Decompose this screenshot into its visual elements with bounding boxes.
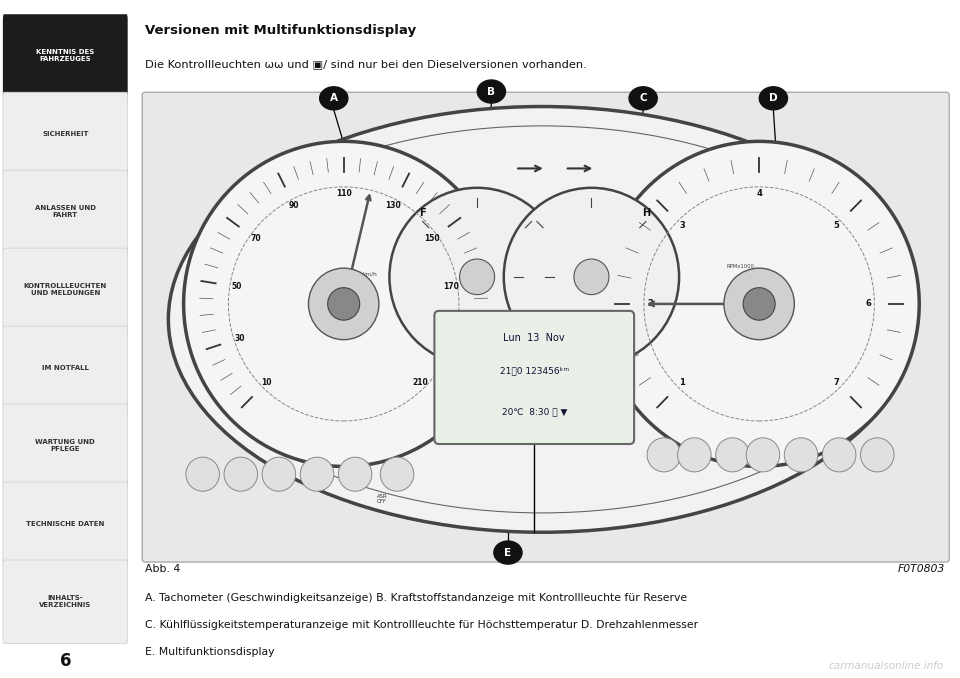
Text: 3: 3 xyxy=(680,221,685,231)
Text: E: E xyxy=(504,548,512,557)
Text: 110: 110 xyxy=(336,189,351,198)
Text: 210: 210 xyxy=(413,378,428,386)
Text: KENNTNIS DES
FAHRZEUGES: KENNTNIS DES FAHRZEUGES xyxy=(36,49,94,62)
Circle shape xyxy=(183,142,504,466)
Text: TECHNISCHE DATEN: TECHNISCHE DATEN xyxy=(26,521,105,527)
Text: Die Kontrollleuchten ωω und ▣∕ sind nur bei den Dieselversionen vorhanden.: Die Kontrollleuchten ωω und ▣∕ sind nur … xyxy=(146,60,588,70)
Text: Versionen mit Multifunktionsdisplay: Versionen mit Multifunktionsdisplay xyxy=(146,24,417,37)
Text: E: E xyxy=(452,327,459,337)
Text: KONTROLLLEUCHTEN
UND MELDUNGEN: KONTROLLLEUCHTEN UND MELDUNGEN xyxy=(24,283,107,296)
Text: 50: 50 xyxy=(231,282,241,291)
Text: C: C xyxy=(610,327,617,337)
Text: Abb. 4: Abb. 4 xyxy=(146,564,180,574)
Text: WARTUNG UND
PFLEGE: WARTUNG UND PFLEGE xyxy=(36,439,95,452)
Text: 2: 2 xyxy=(647,300,653,308)
Circle shape xyxy=(784,438,818,472)
FancyBboxPatch shape xyxy=(3,560,128,643)
Circle shape xyxy=(574,259,609,295)
FancyBboxPatch shape xyxy=(3,482,128,565)
Text: INHALTS-
VERZEICHNIS: INHALTS- VERZEICHNIS xyxy=(39,595,91,608)
Text: H: H xyxy=(641,207,650,218)
Circle shape xyxy=(716,438,749,472)
Circle shape xyxy=(860,438,894,472)
Text: 20℃  8:30 Ⓢ ▼: 20℃ 8:30 Ⓢ ▼ xyxy=(501,407,567,416)
Circle shape xyxy=(300,457,334,492)
FancyBboxPatch shape xyxy=(3,248,128,332)
Text: 4: 4 xyxy=(756,189,762,198)
Circle shape xyxy=(678,438,711,472)
Text: F0T0803: F0T0803 xyxy=(898,564,945,574)
Circle shape xyxy=(460,259,494,295)
Text: 170: 170 xyxy=(444,282,459,291)
Text: 1: 1 xyxy=(680,378,685,386)
Text: 5: 5 xyxy=(833,221,839,231)
FancyBboxPatch shape xyxy=(3,326,128,410)
Circle shape xyxy=(823,438,856,472)
Text: 6: 6 xyxy=(865,300,871,308)
Circle shape xyxy=(477,80,506,103)
Text: IM NOTFALL: IM NOTFALL xyxy=(42,365,88,371)
Text: 130: 130 xyxy=(385,201,401,210)
Circle shape xyxy=(743,287,775,320)
Text: 6: 6 xyxy=(60,652,71,670)
Text: 7: 7 xyxy=(833,378,839,386)
Text: 30: 30 xyxy=(235,334,246,342)
FancyBboxPatch shape xyxy=(142,92,949,562)
Text: C. Kühlflüssigkeitstemperaturanzeige mit Kontrollleuchte für Höchsttemperatur D.: C. Kühlflüssigkeitstemperaturanzeige mit… xyxy=(146,620,699,630)
Text: 190: 190 xyxy=(440,334,455,342)
FancyBboxPatch shape xyxy=(3,92,128,176)
Text: E. Multifunktionsdisplay: E. Multifunktionsdisplay xyxy=(146,647,275,657)
Text: SICHERHEIT: SICHERHEIT xyxy=(42,131,88,137)
FancyBboxPatch shape xyxy=(3,170,128,254)
Text: F: F xyxy=(420,207,426,218)
Circle shape xyxy=(759,87,787,110)
Circle shape xyxy=(724,268,794,340)
Circle shape xyxy=(338,457,372,492)
Circle shape xyxy=(504,188,679,366)
Text: A. Tachometer (Geschwindigkeitsanzeige) B. Kraftstoffstandanzeige mit Kontrollle: A. Tachometer (Geschwindigkeitsanzeige) … xyxy=(146,593,687,603)
Text: 70: 70 xyxy=(251,235,261,243)
Circle shape xyxy=(380,457,414,492)
FancyBboxPatch shape xyxy=(3,404,128,487)
Text: RPMx1000: RPMx1000 xyxy=(726,264,754,269)
Text: ASR
OFF: ASR OFF xyxy=(376,494,387,504)
Text: 21␹0 123456ᵏᵐ: 21␹0 123456ᵏᵐ xyxy=(500,367,569,376)
Text: 150: 150 xyxy=(424,235,440,243)
FancyBboxPatch shape xyxy=(3,14,128,98)
Circle shape xyxy=(320,87,348,110)
FancyBboxPatch shape xyxy=(434,311,635,444)
Circle shape xyxy=(493,541,522,564)
Text: Lun  13  Nov: Lun 13 Nov xyxy=(503,333,565,343)
Ellipse shape xyxy=(168,106,916,532)
Circle shape xyxy=(390,188,564,366)
Circle shape xyxy=(746,438,780,472)
Text: km/h: km/h xyxy=(363,272,377,277)
Circle shape xyxy=(224,457,257,492)
Text: C: C xyxy=(639,94,647,103)
Text: 90: 90 xyxy=(289,201,300,210)
Circle shape xyxy=(327,287,360,320)
Circle shape xyxy=(262,457,296,492)
Text: 10: 10 xyxy=(261,378,272,386)
Circle shape xyxy=(629,87,658,110)
Circle shape xyxy=(308,268,379,340)
Text: D: D xyxy=(769,94,778,103)
Circle shape xyxy=(647,438,681,472)
Text: carmanualsonline.info: carmanualsonline.info xyxy=(828,661,944,671)
Text: B: B xyxy=(488,87,495,96)
Circle shape xyxy=(599,142,920,466)
Text: ANLASSEN UND
FAHRT: ANLASSEN UND FAHRT xyxy=(35,205,96,218)
Circle shape xyxy=(186,457,220,492)
Text: A: A xyxy=(330,94,338,103)
